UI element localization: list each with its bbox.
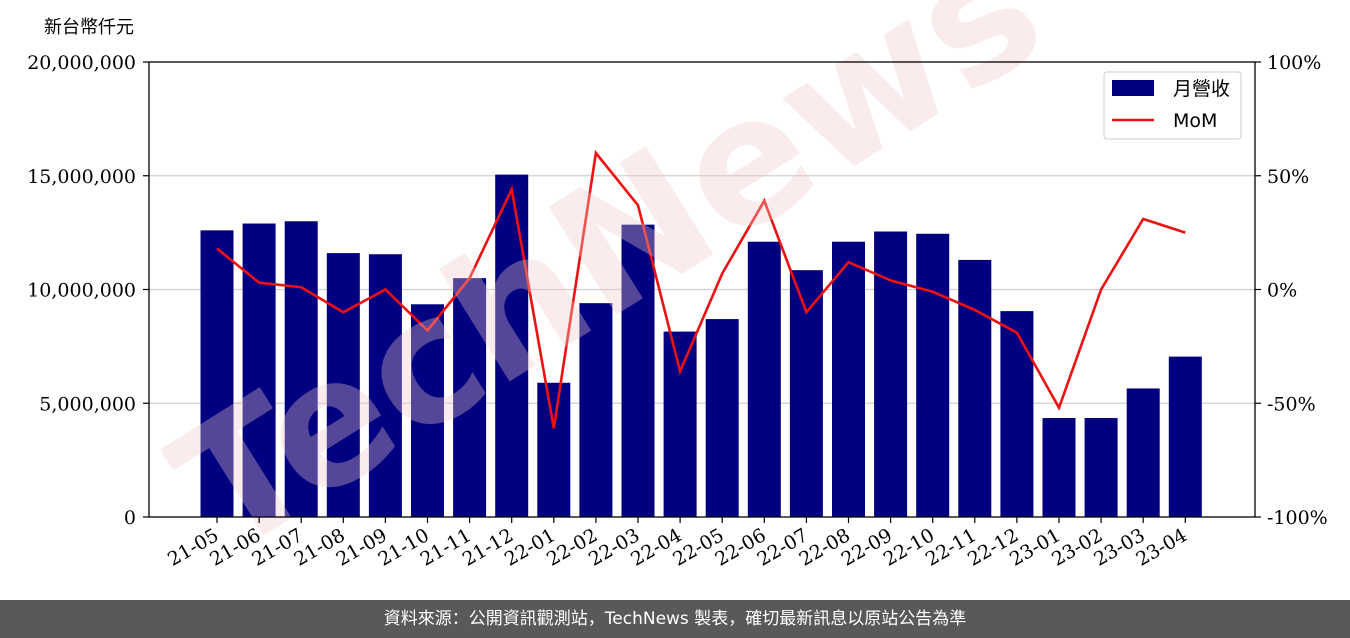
revenue-bar [495,174,529,518]
revenue-bar [1000,311,1034,517]
y-left-tick-label: 10,000,000 [27,280,136,302]
revenue-bar [368,254,402,518]
revenue-bar [537,382,571,517]
y-right-tick-label: 100% [1267,52,1321,74]
revenue-bar [453,278,487,517]
y-right-tick-label: 50% [1267,166,1309,188]
revenue-bar [832,241,865,517]
source-footer: 資料來源：公開資訊觀測站，TechNews 製表，確切最新訊息以原站公告為準 [0,600,1350,638]
revenue-bar [705,319,739,517]
revenue-bar [411,304,444,517]
revenue-bar [326,253,360,517]
revenue-bar [789,270,823,517]
revenue-bar [916,233,950,517]
mom-line [216,149,1186,429]
y-left-tick-label: 5,000,000 [39,393,136,415]
y-right-tick-label: 0% [1267,280,1297,302]
revenue-bar [1042,418,1076,517]
revenue-bar [663,331,697,517]
legend-label: MoM [1173,110,1217,132]
revenue-bar [1084,418,1118,517]
revenue-bar [284,221,318,517]
legend-bar-swatch [1112,80,1154,96]
revenue-bar [1168,356,1202,517]
unit-label: 新台幣仟元 [44,17,134,38]
revenue-bar [747,241,781,517]
y-left-tick-label: 15,000,000 [27,166,136,188]
y-left-tick-label: 20,000,000 [27,52,136,74]
revenue-bar [200,230,234,517]
y-right-tick-label: -100% [1267,507,1328,529]
revenue-bar [621,224,655,517]
revenue-bar [1126,388,1160,517]
legend-label: 月營收 [1173,78,1230,100]
y-right-tick-label: -50% [1267,393,1316,415]
revenue-bar [579,303,613,517]
y-left-tick-label: 0 [124,507,136,529]
revenue-chart: TechNews05,000,00010,000,00015,000,00020… [27,0,1328,594]
legend: 月營收 MoM [1103,71,1242,140]
revenue-bar [958,259,992,517]
